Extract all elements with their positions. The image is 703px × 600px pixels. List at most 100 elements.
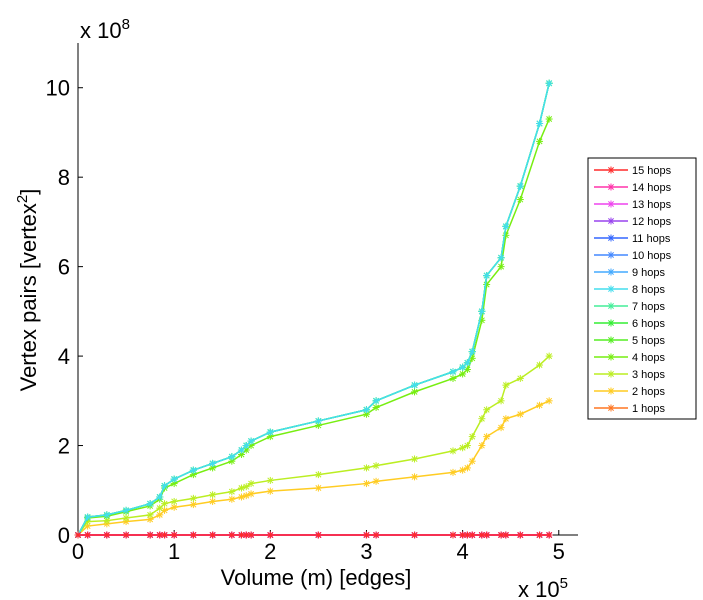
legend-entry: 5 hops [594, 335, 666, 347]
legend-marker [607, 319, 615, 327]
data-point [237, 484, 245, 492]
data-point [189, 494, 197, 502]
data-point [209, 531, 217, 539]
data-point [516, 531, 524, 539]
data-point [516, 182, 524, 190]
data-point [122, 506, 130, 514]
data-point [314, 417, 322, 425]
data-point [411, 388, 419, 396]
legend-marker [607, 404, 615, 412]
legend-marker [607, 166, 615, 174]
x-tick-label: 5 [553, 539, 565, 564]
data-point [411, 455, 419, 463]
legend-entry: 11 hops [594, 233, 671, 245]
data-point [502, 531, 510, 539]
legend-label: 12 hops [632, 216, 672, 228]
y-multiplier-exp: 8 [122, 16, 130, 33]
data-point [372, 477, 380, 485]
data-point [483, 531, 491, 539]
data-point [536, 137, 544, 145]
legend-marker [607, 183, 615, 191]
data-point [468, 531, 476, 539]
data-point [209, 491, 217, 499]
legend-label: 1 hops [632, 403, 666, 415]
legend-entry: 2 hops [594, 386, 666, 398]
data-point [362, 406, 370, 414]
data-point [483, 272, 491, 280]
data-point [242, 442, 250, 450]
legend-label: 2 hops [632, 386, 666, 398]
series-3-hops [74, 352, 553, 539]
legend-label: 11 hops [632, 233, 671, 245]
data-point [478, 307, 486, 315]
data-point [247, 531, 255, 539]
data-point [122, 514, 130, 522]
data-point [545, 352, 553, 360]
data-point [536, 361, 544, 369]
legend-marker [607, 251, 615, 259]
data-point [372, 462, 380, 470]
data-point [545, 531, 553, 539]
y-tick-label: 2 [58, 434, 70, 459]
legend-label: 7 hops [632, 301, 666, 313]
legend-marker [607, 387, 615, 395]
y-tick-label: 6 [58, 255, 70, 280]
series-7-hops [74, 79, 553, 539]
data-point [247, 437, 255, 445]
data-point [247, 490, 255, 498]
data-point [314, 471, 322, 479]
legend-entry: 8 hops [594, 284, 666, 296]
data-point [209, 497, 217, 505]
legend-entry: 4 hops [594, 352, 666, 364]
legend-marker [607, 285, 615, 293]
legend-label: 9 hops [632, 267, 666, 279]
data-point [372, 531, 380, 539]
data-point [242, 483, 250, 491]
data-point [103, 517, 111, 525]
data-point [545, 115, 553, 123]
legend-entry: 15 hops [594, 165, 672, 177]
data-point [411, 381, 419, 389]
data-point [463, 442, 471, 450]
x-tick-label: 3 [360, 539, 372, 564]
data-point [362, 480, 370, 488]
legend-entry: 12 hops [594, 216, 672, 228]
data-point [372, 397, 380, 405]
data-point [449, 447, 457, 455]
data-point [497, 263, 505, 271]
series-line [77, 83, 550, 536]
data-point [483, 433, 491, 441]
data-point [237, 446, 245, 454]
y-axis-label-sup: 2 [14, 195, 31, 203]
data-point [84, 513, 92, 521]
data-point [237, 493, 245, 501]
x-tick-label: 2 [264, 539, 276, 564]
data-point [516, 410, 524, 418]
data-point [468, 348, 476, 356]
data-point [449, 468, 457, 476]
data-point [161, 482, 169, 490]
x-axis-label: Volume (m) [edges] [221, 565, 412, 590]
legend-label: 14 hops [632, 182, 672, 194]
data-point [459, 370, 467, 378]
data-point [362, 464, 370, 472]
data-point [536, 531, 544, 539]
legend-entry: 6 hops [594, 318, 666, 330]
data-point [463, 464, 471, 472]
series-5-hops [74, 79, 553, 539]
data-point [209, 464, 217, 472]
data-point [362, 531, 370, 539]
data-point [411, 531, 419, 539]
legend-entry: 7 hops [594, 301, 666, 313]
data-point [449, 531, 457, 539]
legend-label: 10 hops [632, 250, 672, 262]
data-point [497, 424, 505, 432]
data-point [502, 222, 510, 230]
data-point [362, 410, 370, 418]
y-axis-label-main: Vertex pairs [vertex [16, 203, 41, 391]
x-tick-label: 0 [72, 539, 84, 564]
legend-entry: 1 hops [594, 403, 666, 415]
y-tick-label: 10 [46, 76, 70, 101]
legend-label: 8 hops [632, 284, 666, 296]
data-point [228, 495, 236, 503]
